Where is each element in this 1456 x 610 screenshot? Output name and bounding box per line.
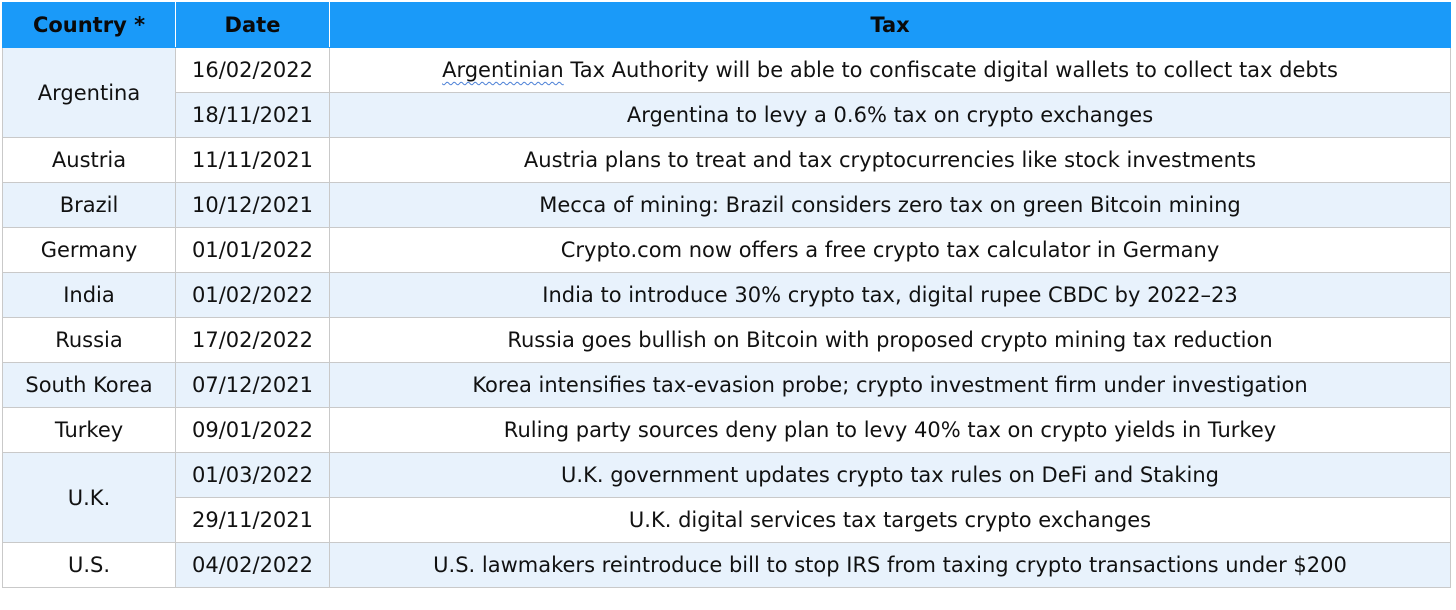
tax-table-container: Country * Date Tax Argentina 16/02/2022 …	[2, 2, 1451, 588]
date-cell: 18/11/2021	[175, 92, 330, 138]
tax-cell: Korea intensifies tax-evasion probe; cry…	[329, 362, 1451, 408]
tax-cell: U.K. digital services tax targets crypto…	[329, 497, 1451, 543]
tax-cell: Argentina to levy a 0.6% tax on crypto e…	[329, 92, 1451, 138]
tax-cell: India to introduce 30% crypto tax, digit…	[329, 272, 1451, 318]
date-cell: 09/01/2022	[175, 407, 330, 453]
country-cell: Brazil	[2, 182, 176, 228]
date-cell: 01/01/2022	[175, 227, 330, 273]
crypto-tax-table: Country * Date Tax Argentina 16/02/2022 …	[2, 2, 1451, 588]
country-cell: Austria	[2, 137, 176, 183]
table-row: U.K. 01/03/2022 U.K. government updates …	[2, 452, 1451, 543]
table-row: Germany 01/01/2022 Crypto.com now offers…	[2, 227, 1451, 273]
country-cell: Germany	[2, 227, 176, 273]
tax-cell: Mecca of mining: Brazil considers zero t…	[329, 182, 1451, 228]
date-cell: 16/02/2022	[175, 47, 330, 93]
country-cell: India	[2, 272, 176, 318]
country-cell: South Korea	[2, 362, 176, 408]
header-country: Country *	[2, 2, 176, 48]
header-date: Date	[175, 2, 330, 48]
country-cell: U.S.	[2, 542, 176, 588]
country-cell: U.K.	[2, 452, 176, 543]
tax-cell: U.K. government updates crypto tax rules…	[329, 452, 1451, 498]
table-row: India 01/02/2022 India to introduce 30% …	[2, 272, 1451, 318]
country-cell: Russia	[2, 317, 176, 363]
country-cell: Argentina	[2, 47, 176, 138]
tax-cell: Russia goes bullish on Bitcoin with prop…	[329, 317, 1451, 363]
table-row: 18/11/2021 Argentina to levy a 0.6% tax …	[3, 92, 1451, 138]
table-row: Argentina 16/02/2022 Argentinian Tax Aut…	[2, 47, 1451, 138]
date-cell: 04/02/2022	[175, 542, 330, 588]
tax-cell: Austria plans to treat and tax cryptocur…	[329, 137, 1451, 183]
date-cell: 29/11/2021	[175, 497, 330, 543]
header-row: Country * Date Tax	[2, 2, 1451, 48]
tax-cell: Crypto.com now offers a free crypto tax …	[329, 227, 1451, 273]
date-cell: 07/12/2021	[175, 362, 330, 408]
date-cell: 17/02/2022	[175, 317, 330, 363]
date-cell: 10/12/2021	[175, 182, 330, 228]
spellcheck-word: Argentinian	[442, 58, 564, 82]
table-row: Brazil 10/12/2021 Mecca of mining: Brazi…	[2, 182, 1451, 228]
date-cell: 01/02/2022	[175, 272, 330, 318]
tax-cell: U.S. lawmakers reintroduce bill to stop …	[329, 542, 1451, 588]
date-cell: 11/11/2021	[175, 137, 330, 183]
date-cell: 01/03/2022	[175, 452, 330, 498]
country-cell: Turkey	[2, 407, 176, 453]
tax-text: Tax Authority will be able to confiscate…	[563, 58, 1338, 82]
table-row: Russia 17/02/2022 Russia goes bullish on…	[2, 317, 1451, 363]
table-row: Austria 11/11/2021 Austria plans to trea…	[2, 137, 1451, 183]
tax-cell: Ruling party sources deny plan to levy 4…	[329, 407, 1451, 453]
table-row: 29/11/2021 U.K. digital services tax tar…	[3, 497, 1451, 543]
table-row: Turkey 09/01/2022 Ruling party sources d…	[2, 407, 1451, 453]
table-row: South Korea 07/12/2021 Korea intensifies…	[2, 362, 1451, 408]
tax-cell: Argentinian Tax Authority will be able t…	[329, 47, 1451, 93]
header-tax: Tax	[329, 2, 1451, 48]
table-row: U.S. 04/02/2022 U.S. lawmakers reintrodu…	[2, 542, 1451, 588]
